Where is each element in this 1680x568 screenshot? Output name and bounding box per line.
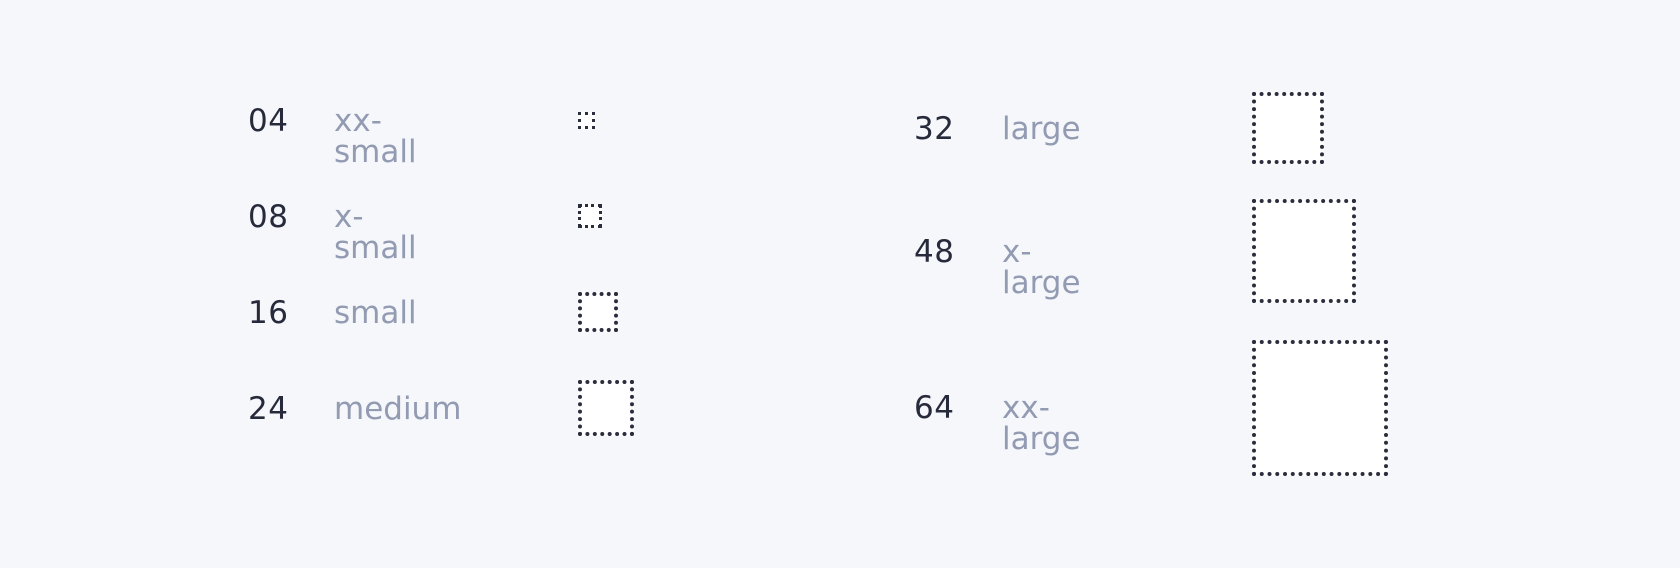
size-swatch: [578, 204, 602, 228]
size-name: x-large: [1002, 234, 1081, 301]
size-swatch: [578, 292, 618, 332]
size-value: 24: [248, 391, 289, 427]
size-name: large: [1002, 111, 1081, 147]
size-swatch: [578, 112, 595, 129]
size-swatch: [1252, 340, 1388, 476]
size-value: 32: [914, 111, 955, 147]
size-value: 08: [248, 199, 289, 235]
size-value: 64: [914, 390, 955, 426]
size-name: xx-small: [334, 103, 417, 170]
size-value: 48: [914, 234, 955, 270]
size-name: xx-large: [1002, 390, 1081, 457]
size-swatch: [578, 380, 634, 436]
size-value: 16: [248, 295, 289, 331]
size-name: medium: [334, 391, 462, 427]
size-name: small: [334, 295, 417, 331]
size-name: x-small: [334, 199, 417, 266]
size-swatch: [1252, 92, 1324, 164]
size-swatch: [1252, 199, 1356, 303]
size-value: 04: [248, 103, 289, 139]
